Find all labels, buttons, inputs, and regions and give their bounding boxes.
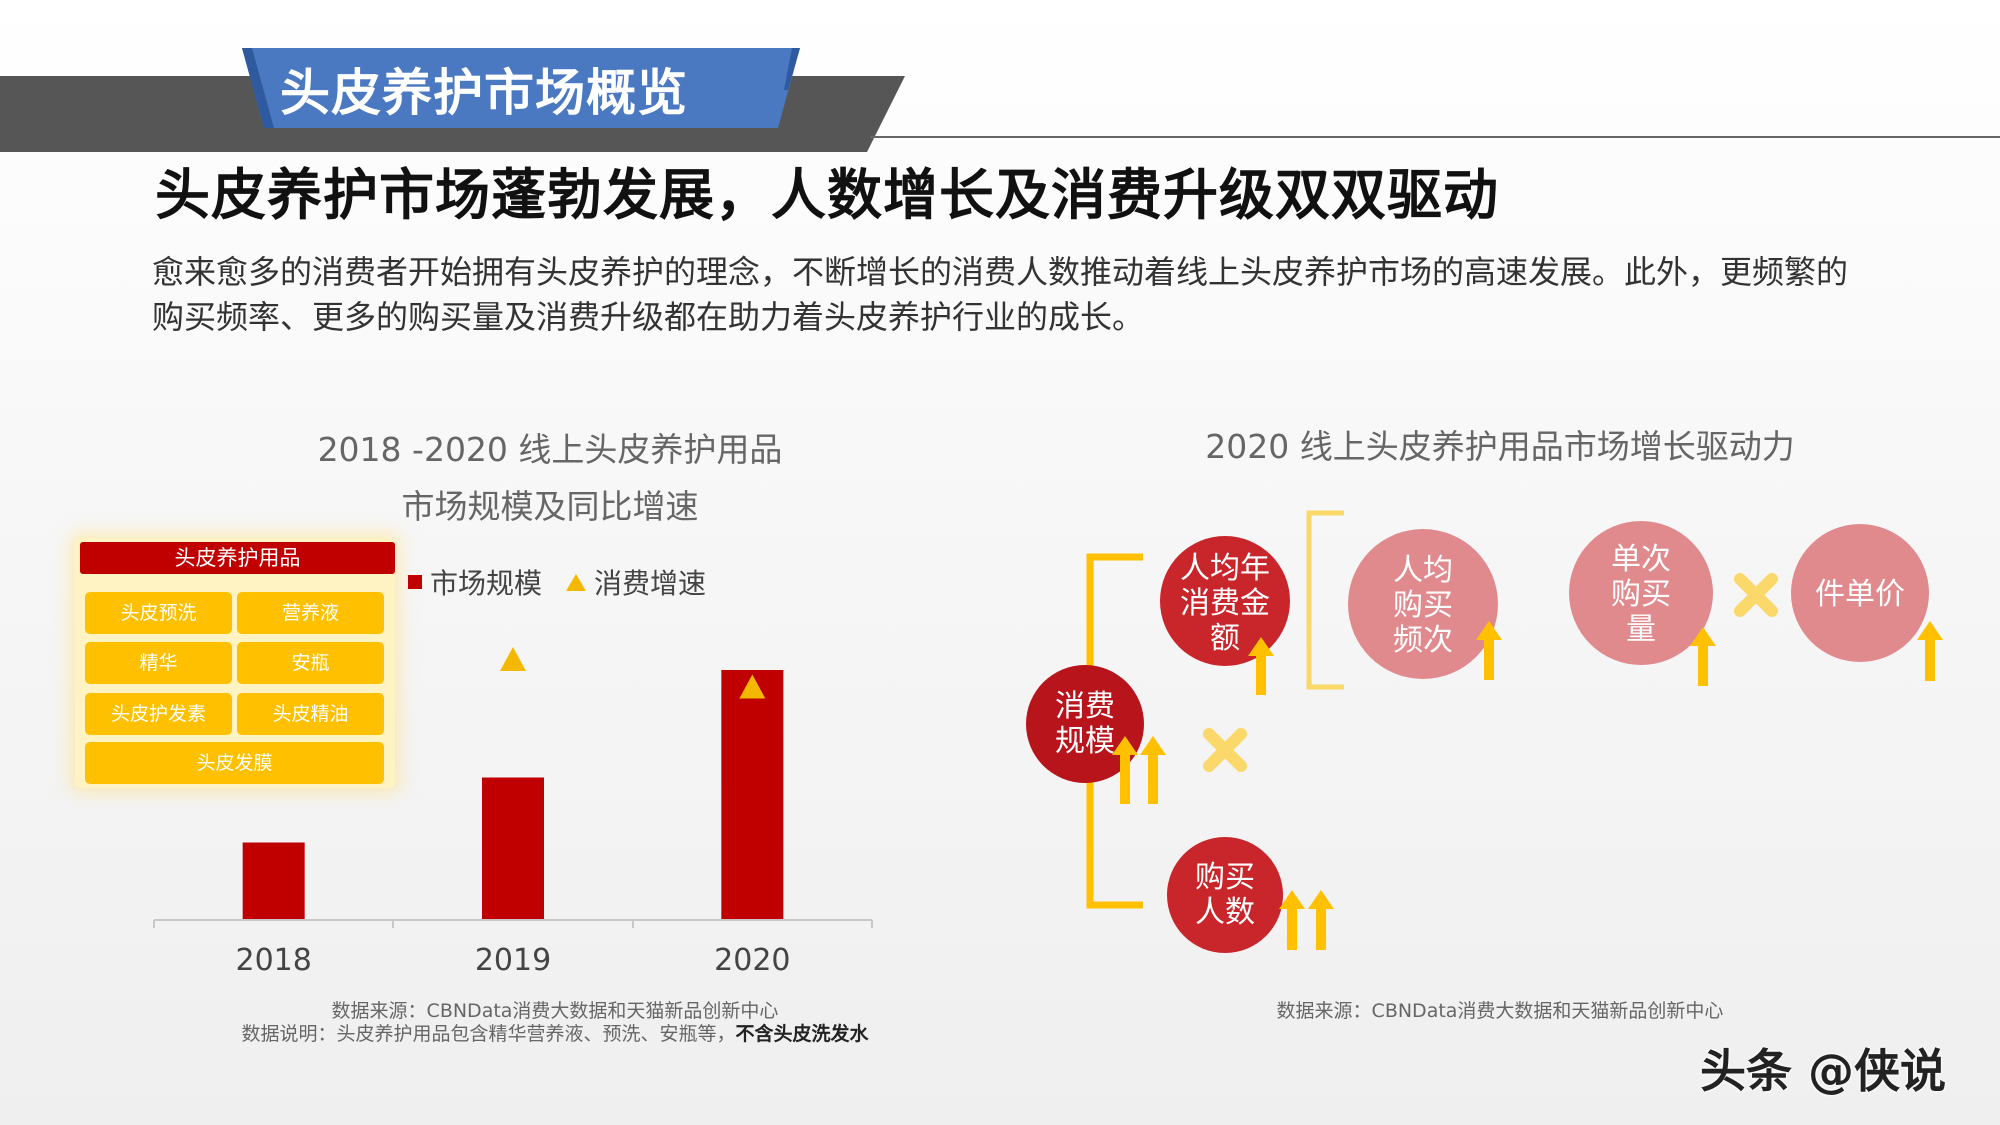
bar-2018 [242,842,305,920]
watermark: 头条 @侠说 [1700,1044,1947,1098]
growth-marker-2020 [739,674,766,699]
x-tick-labels: 2018 2019 2020 [235,943,790,978]
node-spend [1160,536,1290,666]
legend-bar-swatch [408,575,422,589]
title-banner [0,48,2000,152]
node-spend-label-3: 额 [1210,621,1240,656]
category-item-mask: 头皮发膜 [85,742,384,784]
x-tick-label-2020: 2020 [714,943,790,978]
node-buyers [1167,837,1283,953]
node-buyers-label-2: 人数 [1195,895,1255,930]
node-quantity-label-1: 单次 [1611,542,1671,577]
right-diagram-title: 2020 线上头皮养护用品市场增长驱动力 [1205,427,1795,466]
multiply-icon-3 [1203,728,1247,772]
chart-legend: 市场规模 消费增速 [408,562,706,602]
arrow-up-icon-spend [1248,637,1274,695]
left-source-line2: 数据说明：头皮养护用品包含精华营养液、预洗、安瓶等，不含头皮洗发水 [180,1023,930,1046]
category-item-nutrient: 营养液 [237,592,384,634]
banner-blue-tab [242,48,800,128]
x-tick-label-2019: 2019 [475,943,551,978]
bars-layer [242,647,784,920]
arrow-up-icon-scale-1 [1112,736,1138,804]
node-scale-label-1: 消费 [1055,689,1115,724]
node-scale-label-2: 规模 [1055,724,1115,759]
arrow-up-icon-frequency [1476,621,1502,680]
node-price-label: 件单价 [1815,577,1905,612]
legend-marker-swatch [566,573,587,591]
multiply-icon-2 [1734,573,1778,617]
node-quantity-label-3: 量 [1626,612,1656,647]
left-source-note-bold: 不含头皮洗发水 [735,1023,869,1045]
growth-marker-2019 [500,647,526,671]
category-item-oil: 头皮精油 [237,693,384,735]
market-size-chart: 2018 2019 2020 [153,647,873,978]
headline: 头皮养护市场蓬勃发展，人数增长及消费升级双双驱动 [155,163,1500,227]
node-frequency-label-3: 频次 [1393,623,1453,658]
arrow-up-icon-quantity [1690,627,1716,686]
intro-paragraph: 愈来愈多的消费者开始拥有头皮养护的理念，不断增长的消费人数推动着线上头皮养护市场… [152,253,1849,336]
left-source-line1: 数据来源：CBNData消费大数据和天猫新品创新中心 [331,1000,779,1022]
left-chart-title-line2: 市场规模及同比增速 [401,487,699,526]
bar-2020 [721,670,784,920]
node-quantity-label-2: 购买 [1611,577,1671,612]
category-item-essence: 精华 [85,642,232,684]
arrow-up-icon-buyers-2 [1308,890,1334,950]
category-item-prewash: 头皮预洗 [85,592,232,634]
node-spend-label-1: 人均年 [1180,551,1270,586]
section-title: 头皮养护市场概览 [280,64,688,122]
category-item-conditioner: 头皮护发素 [85,693,232,735]
node-buyers-label-1: 购买 [1195,860,1255,895]
node-frequency [1348,529,1498,679]
legend-bar-label: 市场规模 [430,567,543,600]
left-chart-title-line1: 2018 -2020 线上头皮养护用品 [317,430,783,469]
node-quantity [1569,521,1713,665]
legend-marker-label: 消费增速 [594,567,707,600]
right-source: 数据来源：CBNData消费大数据和天猫新品创新中心 [1276,1000,1724,1022]
banner-blue-edge-right [784,48,800,90]
arrow-up-icon-scale-2 [1140,736,1166,804]
node-frequency-label-2: 购买 [1393,588,1453,623]
category-item-ampoule: 安瓶 [237,642,384,684]
node-frequency-label-1: 人均 [1393,553,1453,588]
arrow-up-icon-price [1917,621,1943,681]
inner-bracket [1306,510,1344,690]
left-source-note: 数据说明：头皮养护用品包含精华营养液、预洗、安瓶等， [241,1023,736,1045]
bar-2019 [482,777,544,920]
arrow-up-icon-buyers-1 [1279,890,1305,950]
x-tick-label-2018: 2018 [235,943,311,978]
node-spend-label-2: 消费金 [1180,586,1270,621]
category-header: 头皮养护用品 [80,542,395,574]
banner-blue-edge [242,48,274,128]
node-price [1791,524,1929,662]
